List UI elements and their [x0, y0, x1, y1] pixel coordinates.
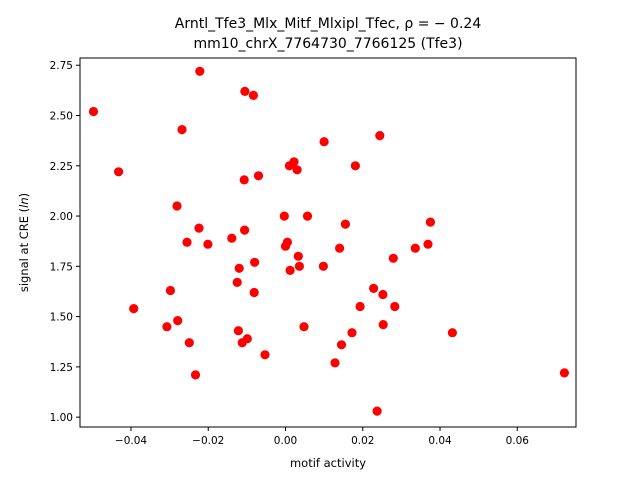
data-point: [253, 171, 264, 181]
data-point: [559, 368, 570, 378]
x-axis-label: motif activity: [290, 456, 366, 470]
data-point: [260, 350, 270, 360]
data-point: [335, 243, 345, 253]
y-axis-ticks: 1.00 1.25 1.50 1.75 2.00 2.25 2.50 2.75: [50, 60, 80, 424]
data-point: [336, 340, 347, 350]
y-axis-label-suffix: ): [17, 193, 31, 198]
y-tick-label: 2.75: [50, 60, 73, 72]
data-points: [88, 66, 570, 416]
data-point: [165, 285, 175, 296]
data-point: [248, 90, 258, 100]
data-point: [293, 251, 303, 261]
y-tick-label: 1.75: [50, 261, 73, 273]
x-axis-ticks: −0.04 −0.02 0.00 0.02 0.04 0.06: [115, 427, 529, 447]
data-point: [292, 165, 302, 175]
data-point: [239, 175, 249, 185]
data-point: [233, 326, 243, 336]
data-point: [289, 157, 299, 167]
data-point: [369, 283, 379, 293]
data-point: [240, 225, 250, 235]
data-point: [279, 211, 289, 221]
y-tick-label: 2.50: [50, 111, 73, 123]
data-point: [249, 287, 259, 298]
data-point: [282, 237, 292, 247]
data-point: [375, 131, 385, 141]
data-point: [355, 301, 365, 312]
y-tick-label: 2.25: [50, 161, 73, 173]
data-point: [162, 322, 172, 332]
data-point: [347, 328, 357, 338]
data-point: [114, 167, 124, 177]
data-point: [330, 358, 340, 368]
data-point: [378, 289, 388, 300]
data-point: [423, 239, 433, 249]
data-point: [194, 223, 204, 233]
plot-frame: [79, 57, 577, 428]
y-axis-label: signal at CRE (ln): [17, 193, 31, 292]
data-point: [88, 106, 99, 117]
data-point: [129, 304, 139, 314]
data-point: [299, 322, 309, 332]
data-point: [240, 86, 250, 96]
y-tick-label: 1.50: [50, 312, 73, 324]
data-point: [242, 334, 252, 344]
data-point: [425, 217, 435, 227]
data-point: [203, 239, 213, 249]
data-point: [182, 237, 192, 247]
x-tick-label: 0.02: [351, 435, 374, 447]
chart-title-line2: mm10_chrX_7764730_7766125 (Tfe3): [193, 36, 462, 52]
data-point: [195, 66, 205, 76]
y-axis-label-italic: ln: [17, 197, 31, 207]
x-tick-label: −0.04: [115, 435, 147, 447]
data-point: [319, 137, 329, 147]
data-point: [372, 406, 382, 416]
data-point: [177, 125, 187, 135]
x-tick-label: 0.04: [428, 435, 452, 447]
x-tick-label: 0.06: [506, 435, 530, 447]
chart-title-line1: Arntl_Tfe3_Mlx_Mitf_Mlxipl_Tfec, ρ = − 0…: [175, 16, 482, 32]
data-point: [318, 261, 328, 271]
data-point: [285, 265, 295, 275]
data-point: [302, 211, 313, 221]
data-point: [234, 263, 244, 273]
x-tick-label: −0.02: [192, 435, 224, 447]
data-point: [340, 219, 350, 229]
y-tick-label: 1.00: [50, 412, 73, 424]
data-point: [232, 277, 242, 287]
x-tick-label: 0.00: [274, 435, 297, 447]
y-axis-label-prefix: signal at CRE (: [17, 208, 31, 292]
data-point: [250, 257, 260, 267]
data-point: [172, 201, 182, 211]
data-point: [294, 261, 304, 271]
data-point: [390, 301, 400, 312]
data-point: [447, 328, 457, 338]
data-point: [388, 253, 398, 263]
data-point: [227, 233, 237, 243]
data-point: [350, 161, 360, 171]
data-point: [184, 338, 194, 348]
data-point: [190, 370, 201, 380]
y-tick-label: 1.25: [50, 362, 73, 374]
data-point: [378, 320, 388, 330]
data-point: [410, 243, 420, 253]
y-tick-label: 2.00: [50, 211, 73, 223]
data-point: [173, 316, 183, 326]
